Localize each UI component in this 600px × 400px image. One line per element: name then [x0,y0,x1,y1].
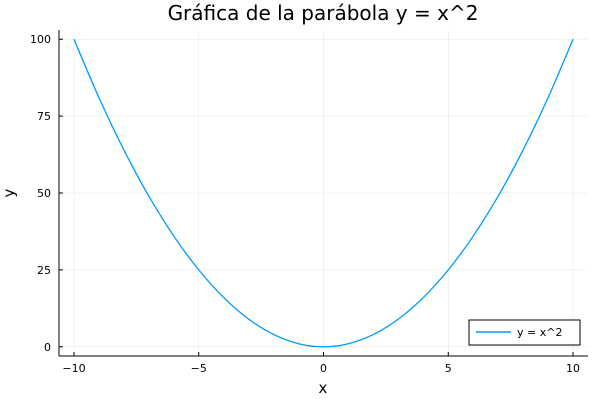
x-tick-label: 0 [320,362,327,375]
y-tick-label: 100 [30,33,51,46]
legend-label: y = x^2 [517,326,562,339]
series-layer [73,38,574,348]
series-line [73,38,574,348]
y-tick-label: 50 [37,187,51,200]
y-tick-label: 0 [44,341,51,354]
x-axis-title: x [319,379,328,397]
legend: y = x^2 [468,319,581,346]
chart-title: Gráfica de la parábola y = x^2 [168,1,479,25]
y-axis-title: y [0,188,18,197]
y-tick-label: 25 [37,264,51,277]
x-tick-label: −10 [62,362,85,375]
x-tick-label: −5 [191,362,207,375]
y-tick-label: 75 [37,110,51,123]
x-tick-label: 5 [445,362,452,375]
x-tick-label: 10 [566,362,580,375]
